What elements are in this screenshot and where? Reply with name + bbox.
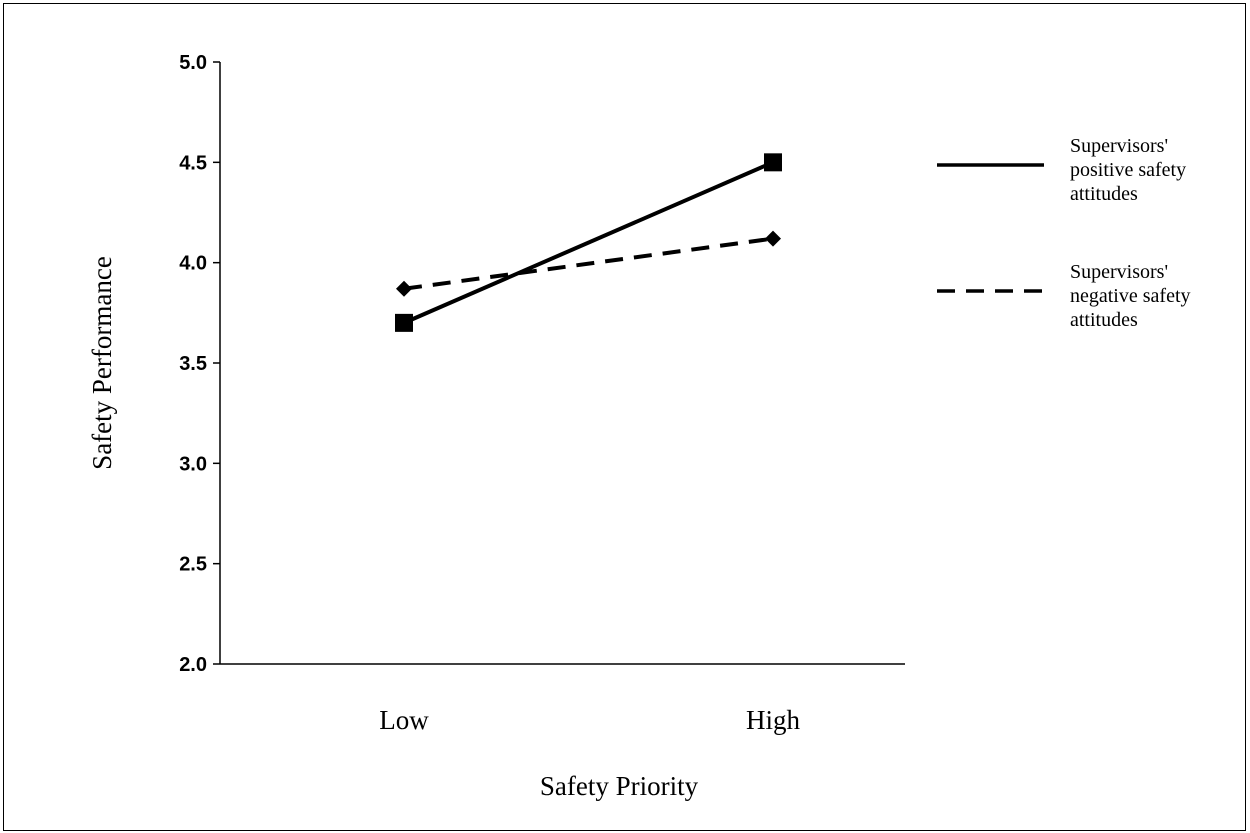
legend-label: attitudes [1070,183,1138,205]
series [395,153,782,332]
legend-label: attitudes [1070,309,1138,331]
x-category-label: Low [379,705,429,735]
y-tick-label: 4.5 [179,152,207,174]
data-point-square [764,153,782,172]
series-solid [395,153,782,332]
series-dashed [396,230,781,297]
data-point-diamond [765,230,781,247]
y-axis-title: Safety Performance [87,256,117,470]
data-point-square [395,313,413,332]
legend-label: positive safety [1070,159,1186,181]
x-axis-title: Safety Priority [540,771,699,801]
y-tick-label: 5.0 [179,52,207,74]
legend-label: Supervisors' [1070,135,1168,157]
y-tick-label: 2.5 [179,554,207,576]
axes [219,62,905,665]
chart-frame [3,3,1246,831]
series-line [403,236,774,291]
x-category-label: High [746,705,801,735]
series-line [403,160,774,325]
x-category-labels: Low High [379,705,800,735]
legend-label: negative safety [1070,285,1191,307]
y-tick-label: 3.5 [179,353,207,375]
legend-label: Supervisors' [1070,261,1168,283]
y-ticks: 5.0 4.5 4.0 3.5 3.0 2.5 2.0 [179,52,220,676]
y-tick-label: 2.0 [179,654,207,676]
y-tick-label: 4.0 [179,253,207,275]
data-point-diamond [396,280,412,297]
legend: Supervisors'positive safetyattitudesSupe… [937,135,1191,331]
y-tick-label: 3.0 [179,453,207,475]
